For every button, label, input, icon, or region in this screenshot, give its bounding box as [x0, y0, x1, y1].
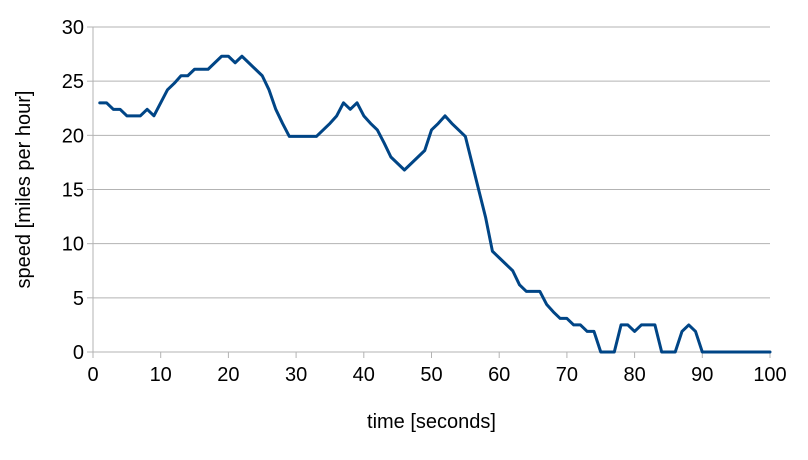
x-tick-label: 50 [420, 364, 442, 386]
x-tick-label: 20 [217, 364, 239, 386]
series-line-0 [98, 54, 772, 354]
y-axis-title: speed [miles per hour] [13, 91, 35, 289]
y-tick-label: 5 [73, 288, 84, 310]
x-tick-label: 0 [87, 364, 98, 386]
x-tick-labels: 0 10 20 30 40 50 60 70 80 90 100 [87, 364, 786, 386]
x-tick-label: 30 [285, 364, 307, 386]
gridlines [93, 26, 770, 353]
y-tick-label: 10 [62, 234, 84, 256]
x-tick-label: 60 [488, 364, 510, 386]
y-tick-label: 0 [73, 342, 84, 364]
x-tick-label: 40 [353, 364, 375, 386]
x-tick-label: 80 [623, 364, 645, 386]
y-tick-labels: 0 5 10 15 20 25 30 [62, 17, 84, 364]
x-axis-title: time [seconds] [367, 411, 496, 433]
x-tick-label: 70 [556, 364, 578, 386]
x-tick-label: 10 [150, 364, 172, 386]
y-tick-label: 15 [62, 180, 84, 202]
y-tick-label: 20 [62, 125, 84, 147]
y-tick-label: 30 [62, 17, 84, 39]
y-tick-label: 25 [62, 71, 84, 93]
series-layer [98, 54, 772, 354]
x-tick-label: 90 [691, 364, 713, 386]
x-tick-label: 100 [753, 364, 786, 386]
axes [87, 26, 771, 358]
